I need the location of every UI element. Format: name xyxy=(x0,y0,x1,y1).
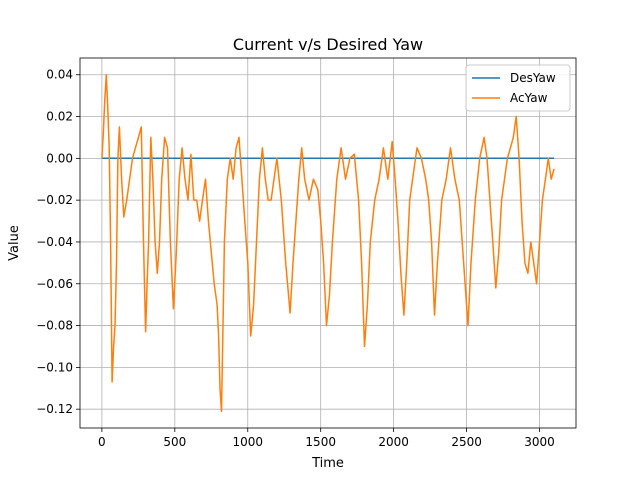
axis-ticks: 0 500 1000 1500 2000 2500 3000 0.04 0.02 0.00 −0.0… xyxy=(36,68,555,449)
series-layer xyxy=(101,73,555,413)
y-tick-label: −0.04 xyxy=(36,235,73,249)
x-axis-label: Time xyxy=(311,456,344,471)
plot-frame xyxy=(79,57,577,429)
y-tick-label: −0.02 xyxy=(36,193,73,207)
x-tick-label: 2000 xyxy=(378,435,409,449)
series-line-acyaw xyxy=(101,73,555,413)
plot-area-background xyxy=(80,58,576,428)
legend-entry-label: AcYaw xyxy=(510,91,548,105)
legend: DesYaw AcYaw xyxy=(465,64,571,112)
x-tick-label: 1000 xyxy=(232,435,263,449)
y-axis-label: Value xyxy=(7,225,22,261)
chart-title: Current v/s Desired Yaw xyxy=(233,35,423,54)
y-tick-label: −0.08 xyxy=(36,319,73,333)
x-tick-label: 2500 xyxy=(451,435,482,449)
y-tick-label: −0.06 xyxy=(36,277,73,291)
x-tick-label: 1500 xyxy=(305,435,336,449)
y-tick-label: 0.00 xyxy=(46,151,73,165)
legend-entry-label: DesYaw xyxy=(510,71,556,85)
y-tick-label: 0.04 xyxy=(46,68,73,82)
x-tick-label: 500 xyxy=(163,435,186,449)
legend-box xyxy=(465,64,571,112)
y-tick-label: 0.02 xyxy=(46,110,73,124)
y-tick-label: −0.12 xyxy=(36,402,73,416)
y-tick-label: −0.10 xyxy=(36,360,73,374)
x-tick-label: 3000 xyxy=(524,435,555,449)
x-tick-label: 0 xyxy=(98,435,106,449)
